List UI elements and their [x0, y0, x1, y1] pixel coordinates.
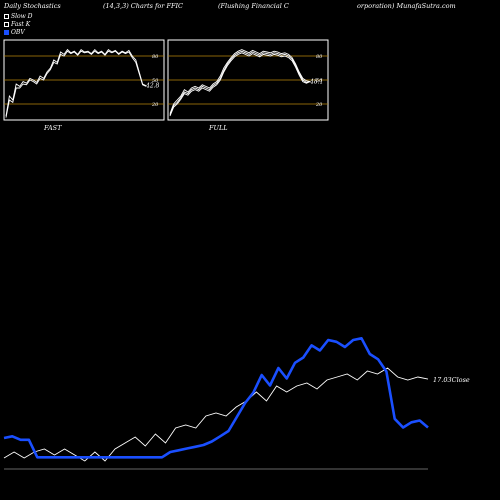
legend-slow-d: Slow D [4, 13, 33, 20]
legend-obv: OBV [4, 29, 25, 36]
fast-panel-series-1 [5, 50, 147, 118]
full-panel-tick-20: 20 [315, 102, 323, 108]
fast-panel-tick-50: 50 [152, 78, 159, 84]
legend-label-obv: OBV [11, 29, 25, 36]
fast-panel-label: FAST [44, 124, 62, 132]
full-panel-label: FULL [209, 124, 228, 132]
legend-label-fast-k: Fast K [11, 21, 31, 28]
legend-swatch-obv [4, 30, 9, 35]
full-panel-tick-50: 50 [316, 78, 323, 84]
full-panel-series-0 [169, 49, 311, 114]
obv-line [3, 336, 429, 459]
full-panel-tick-80: 80 [316, 54, 323, 60]
fast-panel-tick-20: 20 [151, 102, 159, 108]
header-title-4: orporation) MunafaSutra.com [357, 2, 456, 10]
fast-panel-series-0 [5, 48, 147, 117]
fast-panel-last-value-label: 42.8 [145, 83, 160, 90]
header-title-3: (Flushing Financial C [218, 2, 289, 10]
full-panel-series-1 [169, 50, 311, 116]
legend-swatch-slow-d [4, 14, 9, 19]
full-panel-series-2 [169, 52, 311, 117]
legend-label-slow-d: Slow D [11, 13, 33, 20]
header-title-2: (14,3,3) Charts for FFIC [103, 2, 184, 10]
header-title-1: Daily Stochastics [4, 2, 61, 10]
legend-swatch-fast-k [4, 22, 9, 27]
close-price-label: 17.03Close [433, 376, 470, 384]
close-price-line [3, 367, 429, 462]
fast-panel-tick-80: 80 [152, 54, 159, 60]
full-panel-last-value-label: 48.1 [309, 79, 323, 86]
legend-fast-k: Fast K [4, 21, 30, 28]
